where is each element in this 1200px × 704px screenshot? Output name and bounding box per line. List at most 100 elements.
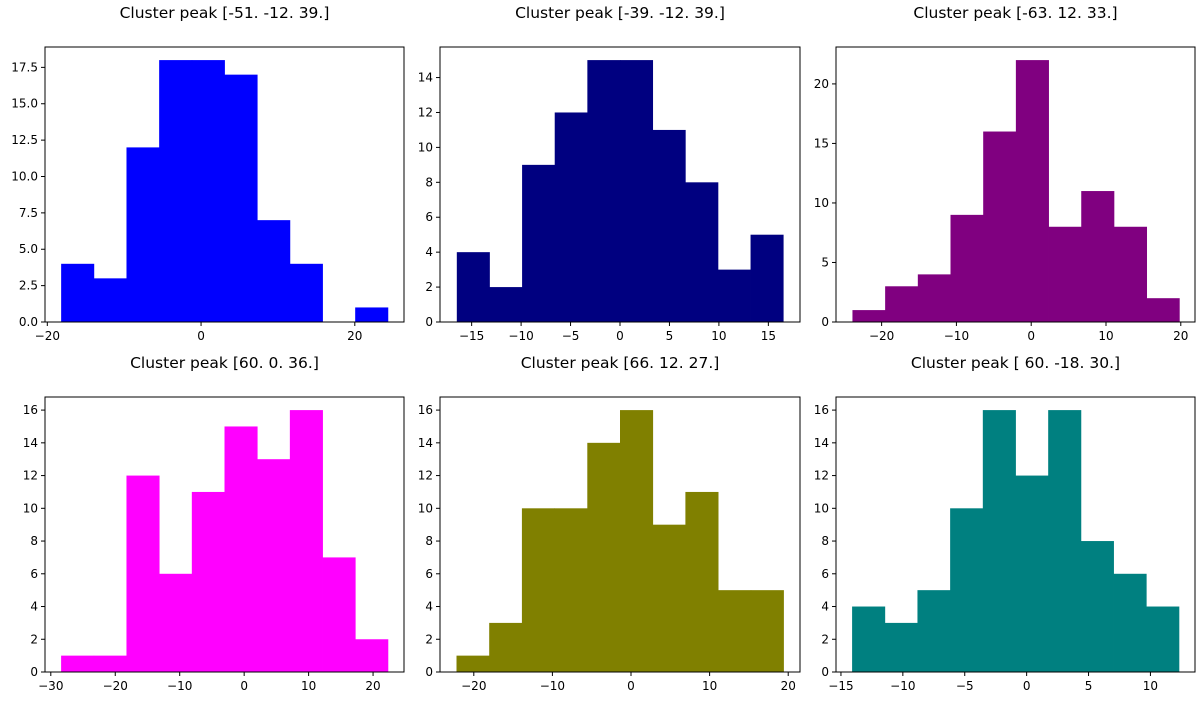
y-tick-label: 2 bbox=[425, 632, 433, 646]
histogram-bar bbox=[717, 269, 751, 322]
histogram-bar bbox=[852, 606, 886, 672]
y-tick-label: 16 bbox=[814, 403, 829, 417]
y-tick-label: 4 bbox=[821, 600, 829, 614]
y-tick-label: 0 bbox=[425, 315, 433, 329]
y-tick-label: 17.5 bbox=[11, 60, 38, 74]
histogram-bar bbox=[750, 234, 784, 322]
y-tick-label: 12 bbox=[814, 469, 829, 483]
axes-frame bbox=[439, 396, 801, 673]
y-tick-label: 10 bbox=[814, 196, 829, 210]
x-tick-label: −30 bbox=[38, 679, 63, 693]
y-tick-label: 14 bbox=[418, 436, 433, 450]
y-tick-label: 16 bbox=[23, 403, 38, 417]
histogram-bar bbox=[522, 164, 556, 322]
histogram-bar bbox=[652, 524, 686, 672]
x-tick-label: −10 bbox=[944, 329, 969, 343]
x-tick-label: 0 bbox=[1027, 329, 1035, 343]
histogram-bar bbox=[917, 590, 951, 672]
panel-title: Cluster peak [-51. -12. 39.] bbox=[120, 4, 330, 22]
histogram-bar bbox=[456, 655, 490, 672]
y-tick-label: 8 bbox=[821, 534, 829, 548]
histogram-bar bbox=[852, 310, 886, 322]
x-tick-label: −20 bbox=[103, 679, 128, 693]
x-tick-label: −10 bbox=[508, 329, 533, 343]
histogram-bar bbox=[685, 182, 719, 322]
histogram-bar bbox=[983, 131, 1017, 322]
histogram-bar bbox=[489, 287, 523, 322]
histogram-bar bbox=[289, 410, 323, 672]
x-tick-label: −5 bbox=[956, 679, 974, 693]
x-tick-label: 10 bbox=[711, 329, 726, 343]
histogram-bar bbox=[224, 426, 258, 672]
histogram-bar bbox=[885, 286, 919, 322]
histogram-bar bbox=[685, 491, 719, 672]
y-tick-label: 16 bbox=[418, 403, 433, 417]
x-tick-label: −10 bbox=[890, 679, 915, 693]
y-tick-label: 10 bbox=[23, 501, 38, 515]
y-tick-label: 0 bbox=[425, 665, 433, 679]
x-tick-label: 0 bbox=[240, 679, 248, 693]
histogram-bar bbox=[750, 590, 784, 672]
histogram-bar bbox=[191, 491, 225, 672]
histogram-bar bbox=[61, 655, 95, 672]
y-tick-label: 5.0 bbox=[19, 242, 38, 256]
y-tick-label: 6 bbox=[821, 567, 829, 581]
y-tick-label: 10.0 bbox=[11, 169, 38, 183]
y-tick-label: 12.5 bbox=[11, 133, 38, 147]
x-tick-label: −20 bbox=[461, 679, 486, 693]
panel-title: Cluster peak [66. 12. 27.] bbox=[521, 354, 720, 372]
y-tick-label: 2.5 bbox=[19, 279, 38, 293]
y-tick-label: 4 bbox=[425, 600, 433, 614]
histogram-bar bbox=[1015, 475, 1049, 672]
histogram-bar bbox=[289, 263, 323, 322]
x-tick-label: 0 bbox=[627, 679, 635, 693]
histogram-bar bbox=[456, 252, 490, 322]
histogram-bar bbox=[322, 557, 356, 672]
y-tick-label: 10 bbox=[814, 501, 829, 515]
x-tick-label: 5 bbox=[666, 329, 674, 343]
histogram-bar bbox=[1048, 226, 1082, 322]
y-tick-label: 8 bbox=[425, 534, 433, 548]
y-tick-label: 12 bbox=[23, 469, 38, 483]
axes-frame bbox=[44, 396, 405, 673]
histogram-bar bbox=[917, 274, 951, 322]
y-tick-label: 12 bbox=[418, 469, 433, 483]
y-tick-label: 0 bbox=[821, 315, 829, 329]
x-tick-label: 20 bbox=[347, 329, 362, 343]
histogram-bar bbox=[950, 508, 984, 672]
y-tick-label: 8 bbox=[425, 175, 433, 189]
y-tick-label: 14 bbox=[418, 71, 433, 85]
y-tick-label: 0.0 bbox=[19, 315, 38, 329]
y-tick-label: 6 bbox=[425, 567, 433, 581]
y-tick-label: 2 bbox=[425, 280, 433, 294]
histogram-bar bbox=[950, 214, 984, 322]
y-tick-label: 2 bbox=[30, 632, 38, 646]
histogram-bar bbox=[126, 147, 160, 322]
histogram-bar bbox=[620, 60, 654, 322]
histogram-bar bbox=[126, 475, 160, 672]
histogram-panel-2: −15 −10 −5 0 5 10 15 0 2 4 6 8 10 12 14 Cluster peak [-… bbox=[418, 4, 801, 343]
histogram-bar bbox=[355, 307, 389, 322]
histogram-bar bbox=[718, 590, 752, 672]
y-tick-label: 6 bbox=[30, 567, 38, 581]
histogram-bar bbox=[159, 573, 193, 672]
x-tick-label: −10 bbox=[167, 679, 192, 693]
x-tick-label: −15 bbox=[459, 329, 484, 343]
x-tick-label: 10 bbox=[702, 679, 717, 693]
histogram-bar bbox=[521, 508, 556, 672]
y-tick-label: 10 bbox=[418, 501, 433, 515]
histogram-panel-1: −20 0 20 0.0 2.5 5.0 7.5 10.0 12.5 15.0 17.5 Cluste… bbox=[11, 4, 405, 343]
x-tick-label: −15 bbox=[828, 679, 853, 693]
y-tick-label: 8 bbox=[30, 534, 38, 548]
y-tick-label: 6 bbox=[425, 210, 433, 224]
x-tick-label: −20 bbox=[35, 329, 60, 343]
histogram-bar bbox=[489, 622, 523, 672]
x-tick-label: 10 bbox=[1143, 679, 1158, 693]
y-tick-label: 12 bbox=[418, 105, 433, 119]
x-tick-label: −5 bbox=[562, 329, 580, 343]
histogram-bar bbox=[257, 459, 291, 672]
panel-title: Cluster peak [60. 0. 36.] bbox=[130, 354, 319, 372]
histogram-bar bbox=[1146, 606, 1180, 672]
histogram-bar bbox=[224, 74, 258, 322]
